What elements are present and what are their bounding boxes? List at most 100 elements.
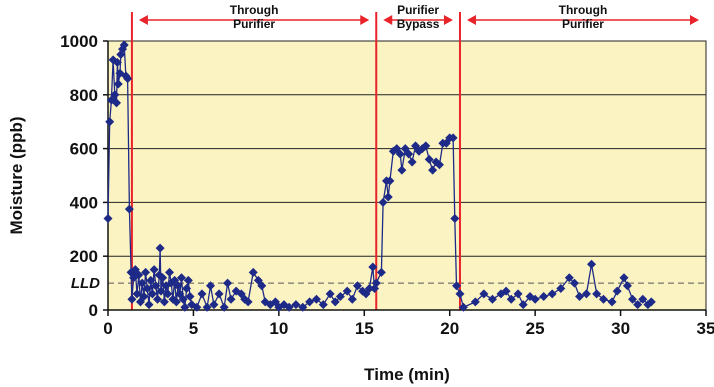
region-label-line: Bypass: [397, 17, 440, 31]
data-point: [155, 243, 165, 253]
data-point: [158, 273, 168, 283]
data-point: [371, 278, 381, 288]
data-point: [383, 192, 393, 202]
plot-background: [107, 40, 707, 311]
data-point: [127, 294, 137, 304]
data-point: [518, 300, 528, 310]
data-point: [581, 289, 591, 299]
data-point: [142, 283, 152, 293]
x-tick-label: 5: [189, 319, 198, 338]
data-point: [470, 297, 480, 307]
data-point: [132, 289, 142, 299]
data-point: [298, 302, 308, 312]
data-point: [530, 294, 540, 304]
data-point: [182, 283, 192, 293]
data-point: [185, 292, 195, 302]
data-point: [479, 289, 489, 299]
data-point: [159, 297, 169, 307]
data-point: [165, 267, 175, 277]
data-point: [137, 278, 147, 288]
data-point: [141, 267, 151, 277]
data-point: [176, 273, 186, 283]
data-point: [598, 294, 608, 304]
region-dividers: [130, 12, 461, 310]
data-point: [214, 289, 224, 299]
data-point: [458, 302, 468, 312]
data-point: [197, 289, 207, 299]
data-point: [206, 281, 216, 291]
arrow-head-left: [138, 15, 148, 25]
data-point: [147, 289, 157, 299]
data-point: [202, 302, 212, 312]
data-point: [291, 300, 301, 310]
data-point: [156, 286, 166, 296]
data-point: [192, 302, 202, 312]
data-point: [183, 275, 193, 285]
data-point: [105, 117, 115, 127]
data-point: [539, 292, 549, 302]
data-point: [506, 294, 516, 304]
data-point: [119, 40, 129, 50]
x-axis-title: Time (min): [364, 365, 450, 384]
data-point: [110, 90, 120, 100]
data-point: [421, 141, 431, 151]
arrow-head-right: [443, 15, 453, 25]
data-point: [407, 157, 417, 167]
region-label-line: Through: [559, 3, 608, 17]
data-point: [223, 278, 233, 288]
data-point: [180, 302, 190, 312]
y-tick-label: 400: [70, 193, 98, 212]
data-point: [113, 79, 123, 89]
x-tick-label: 35: [697, 319, 714, 338]
region-label-line: Purifier: [562, 17, 604, 31]
data-point: [638, 294, 648, 304]
data-point: [397, 165, 407, 175]
data-point: [257, 281, 267, 291]
x-axis-tick-labels: 0 5 10 15 20 25 30 35: [103, 319, 714, 338]
y-axis-tick-labels: 0 200 400 600 800 1000: [60, 32, 98, 320]
data-point: [450, 214, 460, 224]
data-point: [619, 273, 629, 283]
data-point: [395, 149, 405, 159]
data-point: [628, 294, 638, 304]
y-tick-label: 1000: [60, 32, 98, 51]
arrow-head-left: [383, 15, 393, 25]
data-point: [452, 281, 462, 291]
data-point: [178, 294, 188, 304]
data-point: [144, 300, 154, 310]
data-point: [124, 204, 134, 214]
data-point: [347, 294, 357, 304]
data-point: [547, 289, 557, 299]
data-point: [248, 267, 258, 277]
x-tick-label: 15: [355, 319, 374, 338]
data-point: [487, 294, 497, 304]
data-point: [226, 294, 236, 304]
lld-label: LLD: [71, 275, 100, 292]
y-tick-label: 200: [70, 247, 98, 266]
data-point: [311, 294, 321, 304]
data-point: [404, 149, 414, 159]
data-point: [284, 302, 294, 312]
data-point: [335, 292, 345, 302]
region-labels: ThroughPurifierPurifierBypassThroughPuri…: [230, 3, 608, 31]
data-point: [123, 74, 133, 84]
arrow-head-left: [466, 15, 476, 25]
y-tick-label: 0: [89, 301, 98, 320]
data-point: [112, 58, 122, 68]
x-tick-label: 20: [440, 319, 459, 338]
data-point: [569, 278, 579, 288]
data-point: [368, 262, 378, 272]
data-point: [352, 281, 362, 291]
data-point: [342, 286, 352, 296]
data-point: [633, 300, 643, 310]
data-point: [612, 286, 622, 296]
data-point: [378, 197, 388, 207]
data-point: [134, 270, 144, 280]
data-point: [385, 176, 395, 186]
data-point: [173, 281, 183, 291]
data-point: [501, 286, 511, 296]
data-point: [448, 133, 458, 143]
data-point: [556, 283, 566, 293]
data-point: [149, 265, 159, 275]
